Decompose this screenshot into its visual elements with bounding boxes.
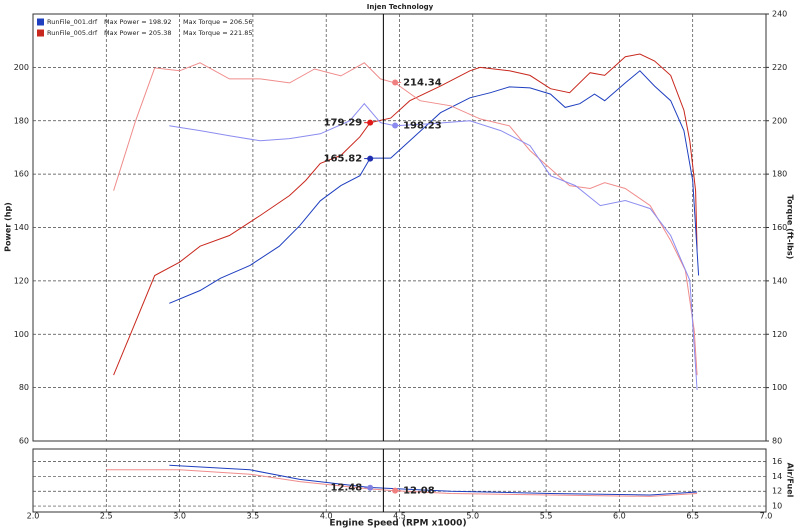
series-line (106, 469, 698, 497)
x-tick-label: 3.0 (173, 512, 186, 521)
y2-tick-label: 120 (772, 330, 787, 339)
y2-tick-label: 140 (772, 276, 787, 285)
y2-tick-label: 240 (772, 10, 787, 19)
y-tick-label: 16 (772, 457, 782, 466)
x-tick-label: 5.0 (466, 512, 479, 521)
x-tick-label: 6.5 (686, 512, 699, 521)
y2-axis-title: Torque (ft-lbs) (786, 195, 795, 260)
y-tick-label: 60 (19, 437, 29, 446)
series-line (169, 102, 698, 391)
y2-tick-label: 100 (772, 383, 787, 392)
series-line (113, 62, 698, 376)
x-tick-label: 3.5 (247, 512, 260, 521)
y-tick-label: 180 (14, 116, 29, 125)
x-tick-label: 4.5 (393, 512, 406, 521)
series-line (169, 70, 700, 304)
y-tick-label: 14 (772, 472, 782, 481)
y2-tick-label: 180 (772, 170, 787, 179)
x-axis-title: Engine Speed (RPM x1000) (329, 519, 466, 529)
afr-axis-title: Air/Fuel (786, 463, 795, 498)
readout-dot (367, 119, 374, 126)
legend-power: Max Power = 205.38 (104, 29, 171, 37)
readout-dot (367, 155, 374, 162)
x-tick-label: 6.0 (613, 512, 626, 521)
legend-torque: Max Torque = 206.56 (183, 18, 252, 26)
y-tick-label: 160 (14, 170, 29, 179)
series-line (169, 464, 698, 496)
readout-label: 12.08 (403, 486, 435, 497)
readout-dot (392, 79, 399, 86)
legend-name: RunFile_001.drf (47, 18, 98, 26)
readout-label: 165.82 (324, 154, 363, 165)
y-tick-label: 12 (772, 487, 782, 496)
readout-label: 12.48 (331, 483, 363, 494)
x-tick-label: 2.0 (27, 512, 40, 521)
legend-name: RunFile_005.drf (47, 29, 98, 37)
readout-dot (392, 122, 399, 129)
readout-label: 198.23 (403, 120, 442, 131)
readout-dot (367, 484, 374, 491)
y2-tick-label: 160 (772, 223, 787, 232)
y-tick-label: 10 (772, 502, 782, 511)
y2-tick-label: 80 (772, 437, 782, 446)
readout-label: 214.34 (403, 77, 442, 88)
y2-tick-label: 220 (772, 63, 787, 72)
y-tick-label: 100 (14, 330, 29, 339)
x-tick-label: 5.5 (540, 512, 553, 521)
y-tick-label: 80 (19, 383, 29, 392)
y-tick-label: 200 (14, 63, 29, 72)
legend-power: Max Power = 198.92 (104, 18, 171, 26)
chart-title: Injen Technology (367, 3, 434, 11)
y2-tick-label: 200 (772, 116, 787, 125)
readout-dot (392, 487, 399, 494)
legend-swatch (37, 29, 44, 37)
y-tick-label: 120 (14, 276, 29, 285)
x-tick-label: 4.0 (320, 512, 333, 521)
y-tick-label: 140 (14, 223, 29, 232)
x-tick-label: 2.5 (100, 512, 113, 521)
x-tick-label: 7.0 (760, 512, 773, 521)
y-axis-title: Power (hp) (4, 202, 13, 252)
series-line (113, 53, 698, 376)
legend-swatch (37, 18, 44, 26)
readout-label: 179.29 (324, 118, 363, 129)
legend-torque: Max Torque = 221.85 (183, 29, 252, 37)
